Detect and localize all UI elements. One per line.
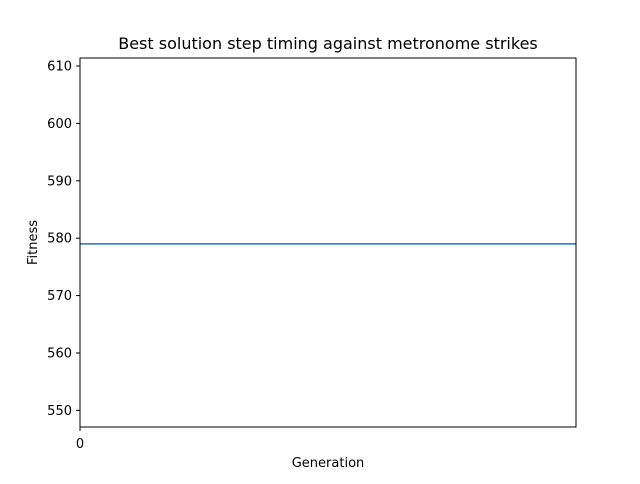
y-axis-label: Fitness [26,220,41,265]
x-axis-label: Generation [292,456,365,471]
x-axis-ticks: 0 [76,427,84,452]
y-tick-label: 600 [47,117,72,132]
y-tick-label: 610 [47,60,72,75]
y-tick-label: 590 [47,174,72,189]
y-axis-ticks: 550 560 570 580 590 600 610 [47,60,80,419]
y-tick-label: 570 [47,289,72,304]
x-tick-label: 0 [76,437,84,452]
y-tick-label: 560 [47,346,72,361]
chart-title: Best solution step timing against metron… [118,34,538,53]
plot-area-frame [79,57,577,428]
y-tick-label: 550 [47,404,72,419]
y-tick-label: 580 [47,232,72,247]
